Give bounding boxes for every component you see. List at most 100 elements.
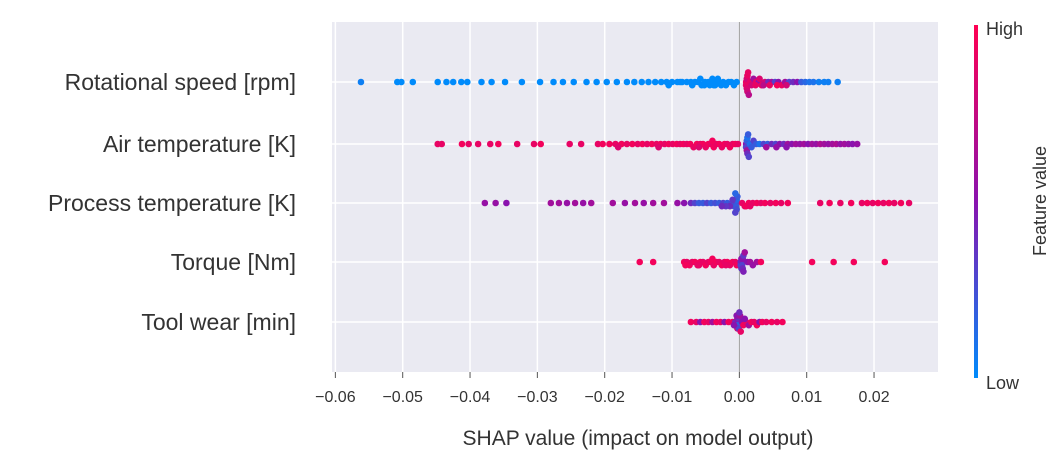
- shap-point: [706, 81, 714, 89]
- shap-point: [881, 258, 889, 266]
- shap-point: [609, 199, 617, 207]
- shap-point: [682, 261, 689, 269]
- shap-point: [503, 199, 510, 207]
- shap-point: [756, 75, 763, 83]
- shap-point: [741, 249, 749, 256]
- shap-point: [547, 199, 555, 207]
- shap-point: [858, 199, 866, 207]
- shap-point: [537, 140, 545, 148]
- shap-point: [763, 143, 770, 151]
- shap-point: [905, 199, 913, 207]
- shap-point: [636, 258, 644, 266]
- feature-label: Tool wear [min]: [141, 309, 296, 335]
- shap-point: [748, 143, 755, 151]
- shap-point: [443, 78, 450, 86]
- shap-point: [744, 69, 752, 76]
- shap-point: [711, 81, 719, 89]
- x-tick-label: −0.06: [315, 389, 356, 406]
- shap-point: [741, 315, 749, 323]
- shap-point: [687, 318, 695, 326]
- shap-points: [357, 69, 913, 335]
- shap-point: [643, 140, 651, 148]
- shap-point: [733, 78, 740, 86]
- feature-label: Process temperature [K]: [48, 190, 296, 216]
- shap-point: [885, 199, 893, 207]
- shap-point: [623, 140, 631, 148]
- shap-point: [629, 140, 636, 148]
- shap-point: [550, 78, 557, 86]
- shap-point: [621, 199, 629, 207]
- shap-point: [474, 140, 482, 148]
- shap-point: [409, 78, 417, 86]
- shap-point: [880, 199, 887, 207]
- shap-point: [639, 140, 646, 148]
- shap-point: [734, 140, 742, 148]
- shap-point: [773, 81, 781, 89]
- shap-point: [623, 78, 631, 86]
- shap-point: [740, 268, 747, 275]
- shap-point: [816, 199, 824, 207]
- x-tick-label: −0.03: [517, 389, 558, 406]
- shap-point: [783, 81, 790, 89]
- shap-point: [665, 81, 672, 89]
- shap-point: [849, 140, 856, 148]
- shap-point: [676, 78, 684, 86]
- shap-point: [808, 258, 816, 266]
- shap-point: [736, 309, 743, 316]
- shap-point: [599, 140, 606, 148]
- x-tick-label: −0.02: [584, 389, 625, 406]
- shap-point: [874, 199, 882, 207]
- shap-point: [513, 140, 521, 148]
- shap-point: [737, 328, 745, 335]
- shap-point: [648, 140, 656, 148]
- shap-point: [518, 78, 526, 86]
- shap-point: [651, 78, 659, 86]
- shap-point: [566, 140, 573, 148]
- x-tick-label: −0.01: [652, 389, 693, 406]
- shap-point: [761, 199, 769, 207]
- shap-point: [709, 255, 716, 263]
- shap-point: [853, 140, 861, 148]
- feature-label: Rotational speed [rpm]: [65, 69, 296, 95]
- shap-point: [555, 199, 563, 207]
- shap-point: [697, 75, 704, 83]
- shap-point: [746, 202, 754, 210]
- shap-point: [837, 199, 844, 207]
- shap-point: [709, 75, 716, 83]
- shap-point: [784, 199, 792, 207]
- shap-point: [850, 258, 858, 266]
- shap-point: [660, 199, 668, 207]
- shap-point: [657, 78, 665, 86]
- x-tick-label: −0.04: [450, 389, 491, 406]
- shap-point: [614, 143, 622, 151]
- shap-point: [810, 78, 817, 86]
- shap-point: [722, 261, 730, 269]
- shap-point: [613, 78, 621, 86]
- shap-point: [847, 199, 855, 207]
- shap-point: [640, 199, 648, 207]
- shap-point: [631, 199, 639, 207]
- shap-point: [773, 143, 780, 151]
- shap-point: [481, 199, 489, 207]
- x-tick-label: −0.05: [382, 389, 423, 406]
- shap-point: [773, 318, 781, 326]
- x-tick-label: 0.01: [791, 389, 822, 406]
- shap-point: [559, 78, 567, 86]
- shap-point: [688, 81, 696, 89]
- shap-point: [638, 78, 646, 86]
- shap-point: [603, 78, 611, 86]
- shap-point: [830, 258, 837, 266]
- shap-point: [571, 199, 579, 207]
- shap-point: [634, 140, 641, 148]
- shap-point: [824, 78, 832, 86]
- shap-point: [763, 318, 770, 326]
- colorbar-low-label: Low: [986, 373, 1020, 393]
- shap-point: [563, 199, 571, 207]
- shap-point: [464, 78, 471, 86]
- shap-point: [890, 199, 898, 207]
- shap-point: [680, 199, 688, 207]
- shap-point: [495, 140, 502, 148]
- shap-point: [631, 78, 638, 86]
- shap-point: [674, 199, 681, 207]
- shap-point: [645, 78, 652, 86]
